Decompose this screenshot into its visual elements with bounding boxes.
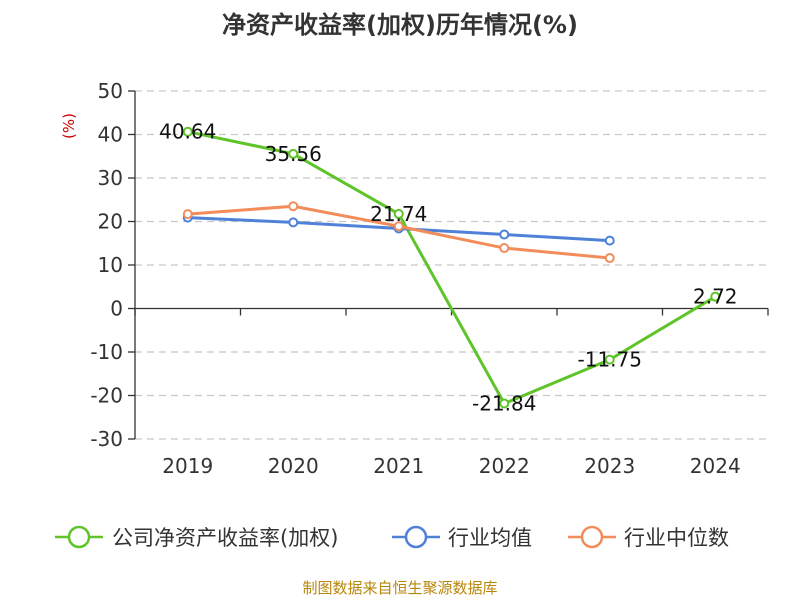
x-tick-label: 2024 [690,454,741,478]
series-line-0 [187,130,717,406]
data-point [182,209,193,220]
legend-marker-2 [580,525,604,549]
data-labels: 40.64 35.56 21.74 -21.84 -11.75 2.72 [159,120,737,416]
x-tick-label: 2021 [373,454,424,478]
legend: 公司净资产收益率(加权) 行业均值 行业中位数 [55,525,729,550]
y-tick-label: 40 [98,123,123,147]
source-note: 制图数据来自恒生聚源数据库 [302,579,497,597]
data-point [288,148,299,159]
data-point [604,253,615,264]
data-point [710,291,721,302]
y-axis-label: (%) [60,113,78,139]
data-point [393,221,404,232]
data-point [499,229,510,240]
data-point [288,217,299,228]
y-tick-label: -10 [90,340,123,364]
y-tick-label: 30 [98,166,123,190]
data-point [604,354,615,365]
data-label: 40.64 [159,120,216,144]
legend-label-0: 公司净资产收益率(加权) [112,526,338,550]
series-layer [182,126,721,409]
data-point [604,235,615,246]
legend-label-1: 行业均值 [448,526,532,550]
legend-marker-0 [67,525,91,549]
data-label: 2.72 [693,285,738,309]
y-tick-label: 20 [98,210,123,234]
gridlines [135,90,768,440]
y-tick-label: 10 [98,253,123,277]
data-label: -21.84 [472,392,536,416]
chart-title: 净资产收益率(加权)历年情况(%) [222,11,578,39]
x-tick-label: 2023 [584,454,635,478]
y-tick-label: -30 [90,427,123,451]
y-tick-label: 50 [98,79,123,103]
data-label: -11.75 [578,348,642,372]
y-tick-label: 0 [110,297,123,321]
data-point [288,201,299,212]
data-point [499,243,510,254]
y-tick-label: -20 [90,384,123,408]
legend-marker-1 [404,525,428,549]
data-label: 21.74 [370,202,427,226]
data-point [499,398,510,409]
x-tick-label: 2019 [162,454,213,478]
x-tick-label: 2020 [268,454,319,478]
data-point [393,208,404,219]
data-point [182,126,193,137]
data-label: 35.56 [265,142,322,166]
x-tick-label: 2022 [479,454,530,478]
legend-label-2: 行业中位数 [624,526,729,550]
